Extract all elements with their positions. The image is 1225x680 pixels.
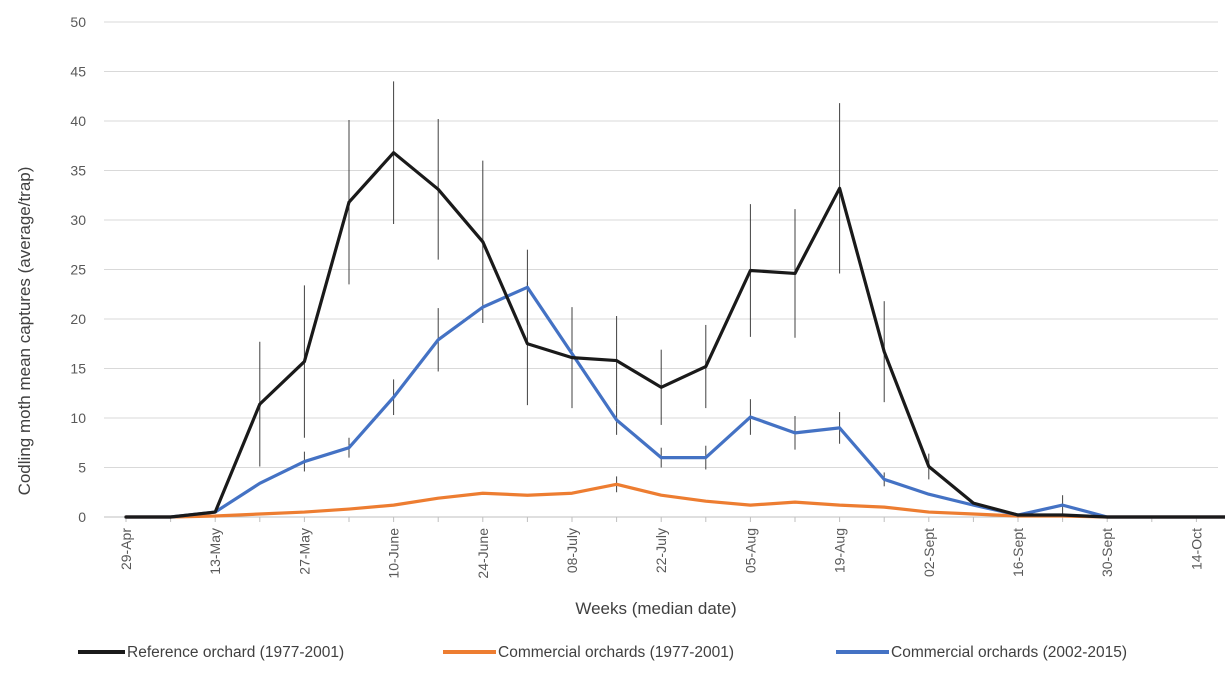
x-tick-label-24-June: 24-June: [475, 528, 491, 579]
x-tick-label-19-Aug: 19-Aug: [832, 528, 848, 573]
legend-item-commercial-2002-2015: Commercial orchards (2002-2015): [836, 644, 1127, 661]
y-tick-label-20: 20: [70, 311, 86, 327]
y-axis-title: Codling moth mean captures (average/trap…: [15, 167, 34, 496]
y-tick-label-0: 0: [78, 509, 86, 525]
legend-label-commercial-old: Commercial orchards (1977-2001): [498, 644, 734, 661]
x-tick-label-16-Sept: 16-Sept: [1010, 528, 1026, 577]
x-tick-label-27-May: 27-May: [296, 528, 312, 575]
x-tick-label-14-Oct: 14-Oct: [1188, 528, 1204, 570]
y-tick-label-10: 10: [70, 410, 86, 426]
x-tick-label-29-Apr: 29-Apr: [118, 528, 134, 570]
x-tick-label-10-June: 10-June: [386, 528, 402, 579]
y-tick-label-25: 25: [70, 262, 86, 278]
x-axis-title: Weeks (median date): [575, 599, 736, 618]
x-tick-label-02-Sept: 02-Sept: [921, 528, 937, 577]
y-tick-label-35: 35: [70, 163, 86, 179]
series-lines: [124, 151, 1225, 519]
error-bars: [259, 81, 1064, 516]
legend: Reference orchard (1977-2001) Commercial…: [78, 644, 1127, 661]
series-line-reference: [124, 151, 1225, 519]
y-axis-tick-labels: 0 5 10 15 20 25 30 35 40 45 50: [70, 14, 86, 525]
legend-item-reference-1977-2001: Reference orchard (1977-2001): [78, 644, 344, 661]
y-tick-label-50: 50: [70, 14, 86, 30]
x-tick-label-05-Aug: 05-Aug: [742, 528, 758, 573]
x-tick-label-22-July: 22-July: [653, 528, 669, 573]
legend-label-commercial-new: Commercial orchards (2002-2015): [891, 644, 1127, 661]
series-line-commercial-old: [124, 482, 1225, 519]
x-axis: 29-Apr 13-May 27-May 10-June 24-June 08-July 2…: [104, 516, 1218, 579]
y-tick-label-5: 5: [78, 460, 86, 476]
gridlines: [104, 21, 1218, 468]
series-line-commercial-new: [124, 285, 1225, 519]
y-tick-label-30: 30: [70, 212, 86, 228]
y-tick-label-40: 40: [70, 113, 86, 129]
x-tick-label-08-July: 08-July: [564, 528, 580, 573]
y-tick-label-15: 15: [70, 361, 86, 377]
x-tick-label-13-May: 13-May: [207, 528, 223, 575]
y-tick-label-45: 45: [70, 64, 86, 80]
x-tick-label-30-Sept: 30-Sept: [1099, 528, 1115, 577]
legend-item-commercial-1977-2001: Commercial orchards (1977-2001): [443, 644, 734, 661]
legend-label-reference: Reference orchard (1977-2001): [127, 644, 344, 661]
